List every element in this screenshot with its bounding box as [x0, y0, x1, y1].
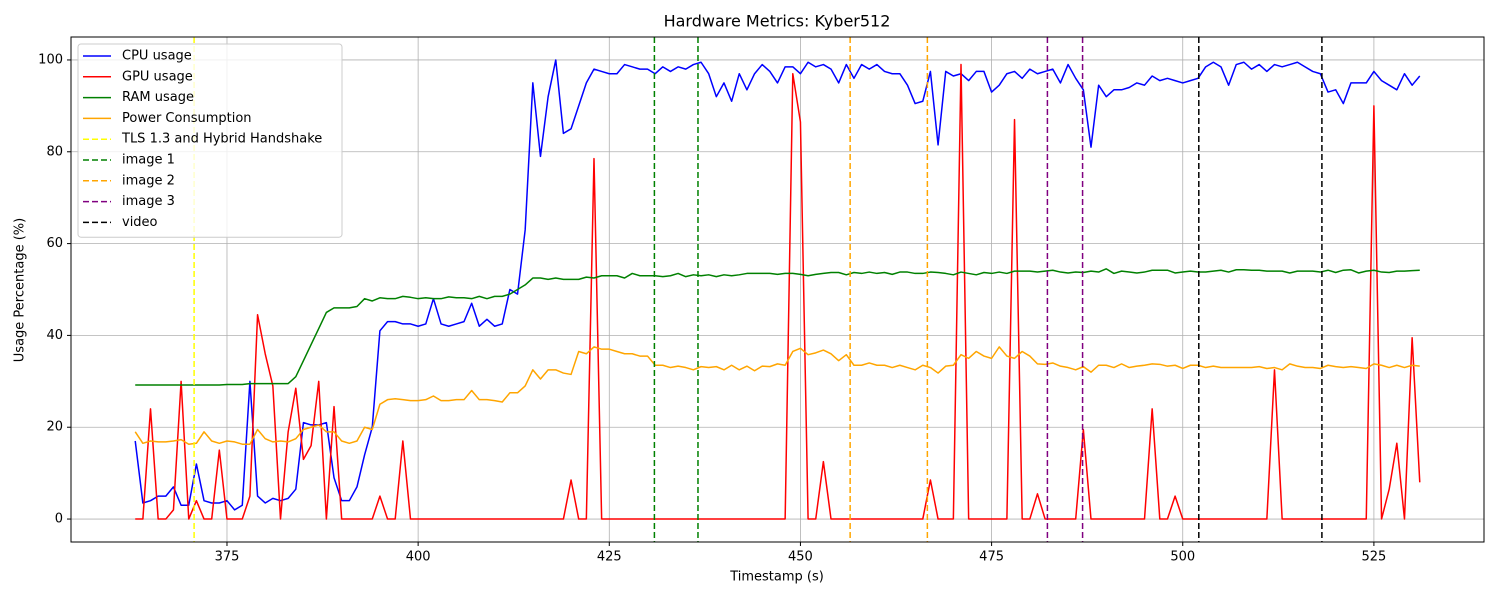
legend-label: TLS 1.3 and Hybrid Handshake	[121, 132, 322, 147]
x-tick-label: 475	[979, 550, 1004, 565]
y-tick-label: 40	[46, 328, 63, 343]
legend-label: Power Consumption	[122, 111, 252, 126]
legend-label: RAM usage	[122, 90, 194, 105]
series-line	[135, 63, 1421, 520]
x-axis-label: Timestamp (s)	[729, 570, 824, 585]
x-tick-label: 500	[1170, 550, 1195, 565]
axes-frame	[70, 36, 1485, 543]
legend: CPU usage GPU usage RAM usage Power Consump…	[77, 43, 343, 238]
series-line	[134, 59, 1421, 511]
legend-box	[77, 43, 343, 238]
x-tick-label: 400	[406, 550, 431, 565]
y-tick-label: 80	[46, 144, 63, 159]
legend-label: CPU usage	[122, 49, 192, 64]
x-tick-label: 525	[1361, 550, 1386, 565]
y-tick-label: 100	[38, 52, 63, 67]
y-axis-label: Usage Percentage (%)	[13, 218, 28, 362]
chart-title: Hardware Metrics: Kyber512	[664, 12, 891, 31]
ticks: 375 400 425 450 475 500 525 0 20 40 60 80 100	[38, 52, 1386, 564]
legend-label: video	[122, 215, 158, 230]
series-line	[135, 268, 1420, 386]
grid	[71, 37, 1484, 542]
legend-label: image 3	[122, 194, 175, 209]
series-line	[134, 346, 1420, 445]
x-tick-label: 450	[788, 550, 813, 565]
legend-label: GPU usage	[122, 69, 193, 84]
y-tick-label: 20	[46, 420, 63, 435]
y-tick-label: 0	[55, 512, 63, 527]
x-tick-label: 425	[597, 550, 622, 565]
x-tick-label: 375	[215, 550, 240, 565]
legend-label: image 2	[122, 173, 175, 188]
y-tick-label: 60	[46, 236, 63, 251]
legend-label: image 1	[122, 153, 175, 168]
